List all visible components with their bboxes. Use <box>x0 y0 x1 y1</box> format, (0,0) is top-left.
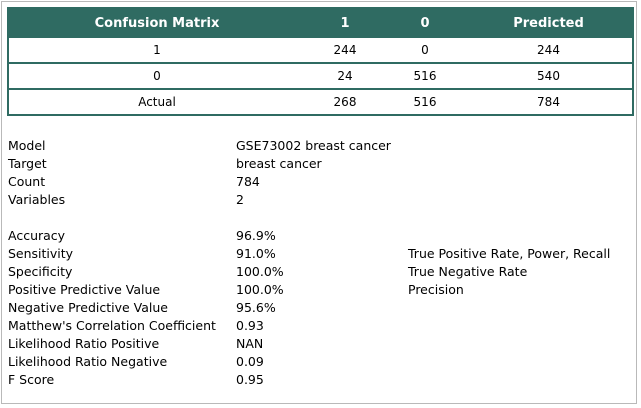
metric-label: Accuracy <box>8 228 66 243</box>
metric-value: 0.95 <box>236 372 264 387</box>
metric-description: True Positive Rate, Power, Recall <box>408 246 611 261</box>
metric-value: 91.0% <box>236 246 276 261</box>
info-label: Target <box>8 156 47 171</box>
info-value: GSE73002 breast cancer <box>236 138 391 153</box>
header-cell: 1 <box>305 8 385 38</box>
table-cell: Actual <box>8 88 305 116</box>
metric-label: Positive Predictive Value <box>8 282 161 297</box>
table-row: 0 24 516 540 <box>8 62 633 90</box>
header-cell: Predicted <box>465 8 633 38</box>
info-label: Count <box>8 174 46 189</box>
info-label: Variables <box>8 192 66 207</box>
table-cell: 1 <box>8 37 305 64</box>
metric-value: NAN <box>236 336 264 351</box>
table-cell: 0 <box>385 37 465 64</box>
metric-value: 100.0% <box>236 282 284 297</box>
table-cell: 540 <box>465 62 633 90</box>
metric-value: 0.09 <box>236 354 264 369</box>
info-value: breast cancer <box>236 156 322 171</box>
metric-description: Precision <box>408 282 464 297</box>
info-value: 2 <box>236 192 244 207</box>
metric-value: 100.0% <box>236 264 284 279</box>
metric-label: F Score <box>8 372 55 387</box>
table-cell: 0 <box>8 62 305 90</box>
table-row: 1 244 0 244 <box>8 37 633 64</box>
metric-value: 96.9% <box>236 228 276 243</box>
metric-label: Likelihood Ratio Negative <box>8 354 168 369</box>
table-row: Actual 268 516 784 <box>8 88 633 116</box>
table-cell: 244 <box>465 37 633 64</box>
table-cell: 244 <box>305 37 385 64</box>
confusion-matrix-table: Confusion Matrix 1 0 Predicted 1 244 0 2… <box>7 7 634 116</box>
metric-label: Negative Predictive Value <box>8 300 168 315</box>
table-cell: 516 <box>385 88 465 116</box>
metric-value: 95.6% <box>236 300 276 315</box>
confusion-matrix-header-row: Confusion Matrix 1 0 Predicted <box>8 8 633 38</box>
metric-description: True Negative Rate <box>408 264 528 279</box>
table-cell: 784 <box>465 88 633 116</box>
metric-label: Likelihood Ratio Positive <box>8 336 160 351</box>
header-cell: Confusion Matrix <box>8 8 305 38</box>
metric-label: Matthew's Correlation Coefficient <box>8 318 216 333</box>
metric-label: Sensitivity <box>8 246 74 261</box>
info-label: Model <box>8 138 46 153</box>
table-cell: 24 <box>305 62 385 90</box>
table-cell: 268 <box>305 88 385 116</box>
metric-label: Specificity <box>8 264 73 279</box>
header-cell: 0 <box>385 8 465 38</box>
table-cell: 516 <box>385 62 465 90</box>
metric-value: 0.93 <box>236 318 264 333</box>
info-value: 784 <box>236 174 260 189</box>
